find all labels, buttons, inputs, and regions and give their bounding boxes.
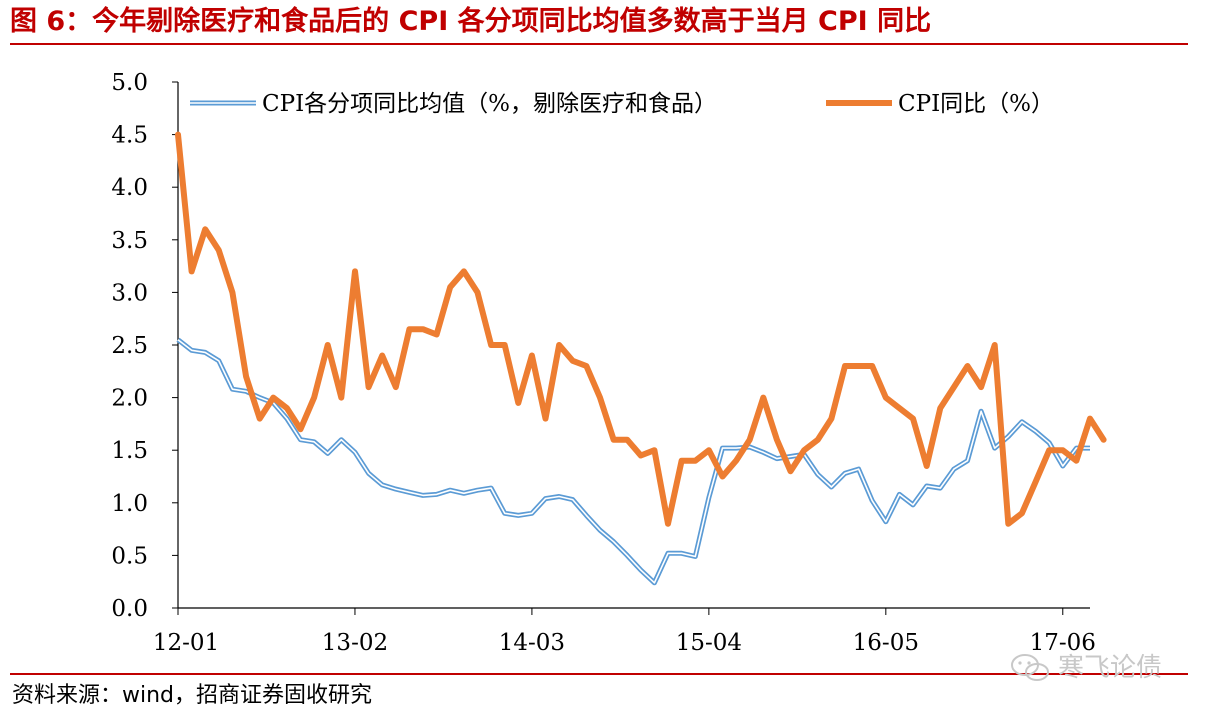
source-divider: [10, 673, 1188, 675]
series-line-1: [175, 131, 1107, 527]
x-tick-label: 15-04: [676, 630, 742, 656]
watermark-text: 寒飞论债: [1058, 653, 1163, 683]
ticks: 0.0 0.5 1.0 1.5 2.0 2.5 3.0 3.5 4.0 4.5 5.0 12-01 13…: [111, 70, 1096, 656]
y-tick-label: 0.5: [111, 543, 148, 569]
y-tick-label: 4.0: [111, 175, 148, 201]
legend-label-1: CPI同比（%）: [898, 91, 1054, 117]
y-tick-label: 2.5: [111, 333, 148, 359]
y-tick-label: 3.5: [111, 228, 148, 254]
series-line-0: [176, 337, 1090, 586]
wechat-icon: [1011, 654, 1049, 681]
y-tick-label: 5.0: [111, 70, 148, 96]
y-tick-label: 1.5: [111, 438, 148, 464]
y-tick-label: 2.0: [111, 386, 148, 412]
title-divider: [10, 43, 1188, 45]
y-tick-label: 0.0: [111, 596, 148, 622]
legend-label-0: CPI各分项同比均值（%，剔除医疗和食品）: [262, 91, 717, 117]
series-line-0-inner: [177, 339, 1090, 584]
legend: CPI各分项同比均值（%，剔除医疗和食品） CPI同比（%）: [190, 91, 1054, 117]
watermark: 寒飞论债: [1010, 648, 1162, 688]
axes: [177, 82, 1090, 609]
y-tick-label: 1.0: [111, 491, 148, 517]
chart-title: 图 6：今年剔除医疗和食品后的 CPI 各分项同比均值多数高于当月 CPI 同比: [10, 6, 932, 37]
series-lines: [175, 131, 1107, 586]
y-tick-label: 3.0: [111, 280, 148, 306]
x-tick-label: 13-02: [322, 630, 388, 656]
y-tick-label: 4.5: [111, 123, 148, 149]
x-tick-label: 16-05: [853, 630, 919, 656]
x-tick-label: 12-01: [153, 630, 219, 656]
source-note: 资料来源：wind，招商证券固收研究: [12, 683, 373, 708]
x-tick-label: 14-03: [499, 630, 565, 656]
x-tick-label: 17-06: [1030, 630, 1096, 656]
